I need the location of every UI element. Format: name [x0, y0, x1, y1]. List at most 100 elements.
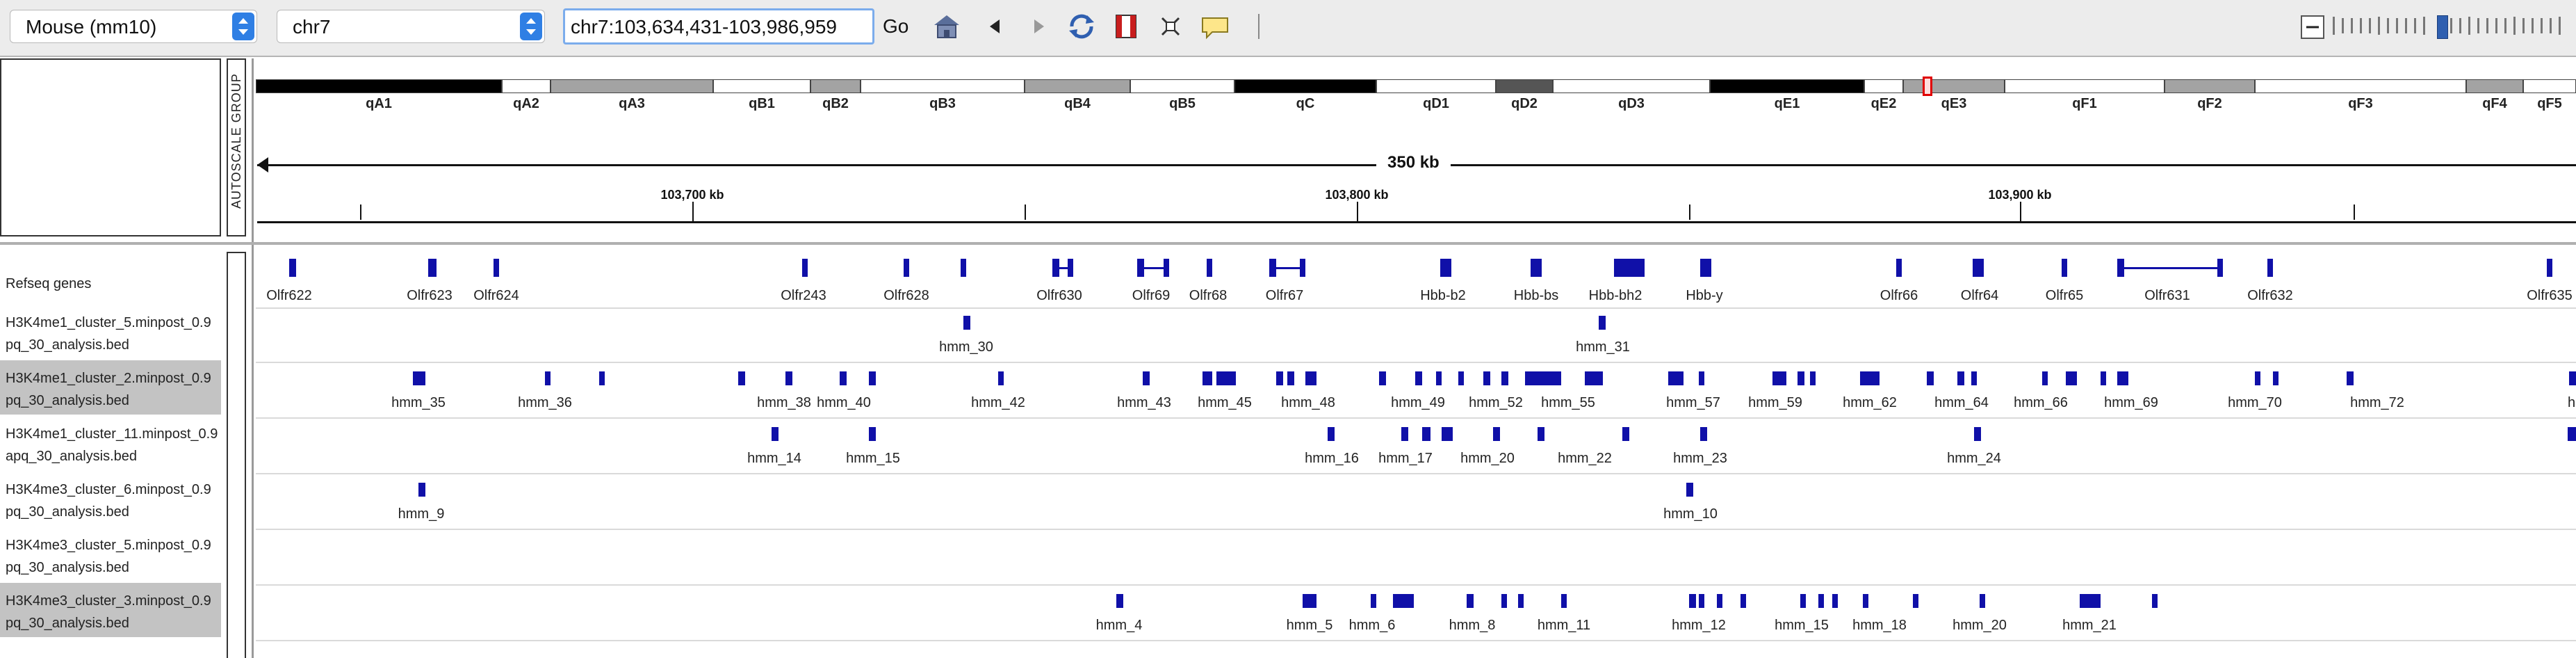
locus-input[interactable]: chr7:103,634,431-103,986,959: [563, 8, 874, 45]
cytoband[interactable]: [256, 79, 502, 93]
bed-feature[interactable]: [1518, 594, 1524, 608]
bed-feature[interactable]: [1371, 594, 1376, 608]
track-name-h3k4me1-c5[interactable]: H3K4me1_cluster_5.minpost_0.9 pq_30_analy…: [0, 305, 221, 359]
cytoband[interactable]: [1710, 79, 1864, 93]
bed-feature[interactable]: [2042, 371, 2048, 385]
cytoband[interactable]: [1496, 79, 1553, 93]
bed-feature[interactable]: [1699, 594, 1704, 608]
gene-exon[interactable]: [1052, 259, 1059, 277]
gene-exon[interactable]: [1164, 259, 1169, 277]
bed-feature[interactable]: [1415, 371, 1422, 385]
cytoband[interactable]: [2165, 79, 2255, 93]
chromosome-dropdown-arrow-icon[interactable]: [520, 13, 542, 40]
chromosome-ideogram[interactable]: [256, 79, 2576, 95]
gene-feature[interactable]: [494, 259, 499, 277]
cytoband[interactable]: [2466, 79, 2523, 93]
genome-dropdown[interactable]: Mouse (mm10): [10, 10, 257, 43]
bed-feature[interactable]: [1436, 371, 1442, 385]
gene-feature[interactable]: [2267, 259, 2273, 277]
gene-feature[interactable]: [904, 259, 909, 277]
gene-feature[interactable]: [961, 259, 966, 277]
cytoband[interactable]: [1234, 79, 1376, 93]
fit-icon[interactable]: [1155, 11, 1186, 42]
home-icon[interactable]: [931, 11, 962, 42]
cytoband[interactable]: [1903, 79, 2005, 93]
gene-exon[interactable]: [2217, 259, 2223, 277]
bed-feature[interactable]: [2066, 371, 2077, 385]
zoom-thumb[interactable]: [2437, 15, 2448, 39]
bed-feature[interactable]: [2347, 371, 2354, 385]
bed-feature[interactable]: [869, 371, 876, 385]
gene-feature[interactable]: [1440, 259, 1451, 277]
bed-feature[interactable]: [2101, 371, 2106, 385]
bed-feature[interactable]: [2117, 371, 2128, 385]
region-icon[interactable]: [1111, 11, 1141, 42]
gene-feature[interactable]: [1614, 259, 1645, 277]
cytoband[interactable]: [1025, 79, 1130, 93]
bed-feature[interactable]: [418, 483, 425, 497]
zoom-slider[interactable]: [2301, 13, 2576, 40]
bed-feature[interactable]: [1116, 594, 1123, 608]
bed-feature[interactable]: [1686, 483, 1693, 497]
bed-feature[interactable]: [2080, 594, 2101, 608]
gene-feature[interactable]: [428, 259, 437, 277]
bed-feature[interactable]: [1800, 594, 1806, 608]
back-icon[interactable]: [980, 11, 1011, 42]
cytoband[interactable]: [1376, 79, 1496, 93]
bed-feature[interactable]: [998, 371, 1004, 385]
bed-feature[interactable]: [1980, 594, 1985, 608]
gene-feature[interactable]: [1700, 259, 1711, 277]
bed-feature[interactable]: [599, 371, 605, 385]
ruler-axis[interactable]: [257, 221, 2576, 223]
cytoband[interactable]: [861, 79, 1025, 93]
bed-feature[interactable]: [1328, 427, 1335, 441]
track-name-h3k4me3-c5[interactable]: H3K4me3_cluster_5.minpost_0.9 pq_30_analy…: [0, 527, 221, 581]
cytoband[interactable]: [551, 79, 713, 93]
bed-feature[interactable]: [738, 371, 745, 385]
bed-feature[interactable]: [1287, 371, 1294, 385]
gene-exon[interactable]: [2117, 259, 2124, 277]
bed-feature[interactable]: [1401, 427, 1408, 441]
bed-feature[interactable]: [1622, 427, 1629, 441]
bed-feature[interactable]: [1832, 594, 1838, 608]
bed-feature[interactable]: [840, 371, 847, 385]
chromosome-dropdown[interactable]: chr7: [277, 10, 545, 43]
bed-feature[interactable]: [1700, 427, 1707, 441]
bed-feature[interactable]: [1810, 371, 1816, 385]
gene-feature[interactable]: [802, 259, 808, 277]
gene-exon[interactable]: [1137, 259, 1144, 277]
bed-feature[interactable]: [1863, 594, 1868, 608]
bed-feature[interactable]: [1860, 371, 1880, 385]
bed-feature[interactable]: [1971, 371, 1977, 385]
cytoband[interactable]: [2523, 79, 2576, 93]
gene-feature[interactable]: [1531, 259, 1542, 277]
bed-feature[interactable]: [1442, 427, 1453, 441]
bed-feature[interactable]: [1599, 316, 1606, 330]
bed-feature[interactable]: [1483, 371, 1490, 385]
bed-feature[interactable]: [1974, 427, 1981, 441]
track-name-h3k4me3-c6[interactable]: H3K4me3_cluster_6.minpost_0.9 pq_30_analy…: [0, 472, 221, 526]
cytoband[interactable]: [810, 79, 861, 93]
gene-feature[interactable]: [289, 259, 296, 277]
bed-feature[interactable]: [1458, 371, 1464, 385]
gene-feature[interactable]: [1207, 259, 1212, 277]
bed-feature[interactable]: [1913, 594, 1918, 608]
gene-exon[interactable]: [1068, 259, 1073, 277]
track-name-refseq[interactable]: Refseq genes: [0, 266, 221, 320]
bed-feature[interactable]: [2273, 371, 2279, 385]
gene-feature[interactable]: [2547, 259, 2552, 277]
bed-feature[interactable]: [1717, 594, 1722, 608]
bed-feature[interactable]: [1668, 371, 1684, 385]
bed-feature[interactable]: [1772, 371, 1786, 385]
bed-feature[interactable]: [1585, 371, 1603, 385]
gene-feature[interactable]: [1973, 259, 1984, 277]
bed-feature[interactable]: [1422, 427, 1430, 441]
bed-feature[interactable]: [1143, 371, 1150, 385]
refresh-icon[interactable]: [1066, 11, 1097, 42]
cytoband[interactable]: [1553, 79, 1710, 93]
gene-exon[interactable]: [1269, 259, 1276, 277]
bed-feature[interactable]: [2569, 371, 2576, 385]
bed-feature[interactable]: [1561, 594, 1567, 608]
gene-feature[interactable]: [1896, 259, 1902, 277]
go-button[interactable]: Go: [883, 15, 909, 37]
